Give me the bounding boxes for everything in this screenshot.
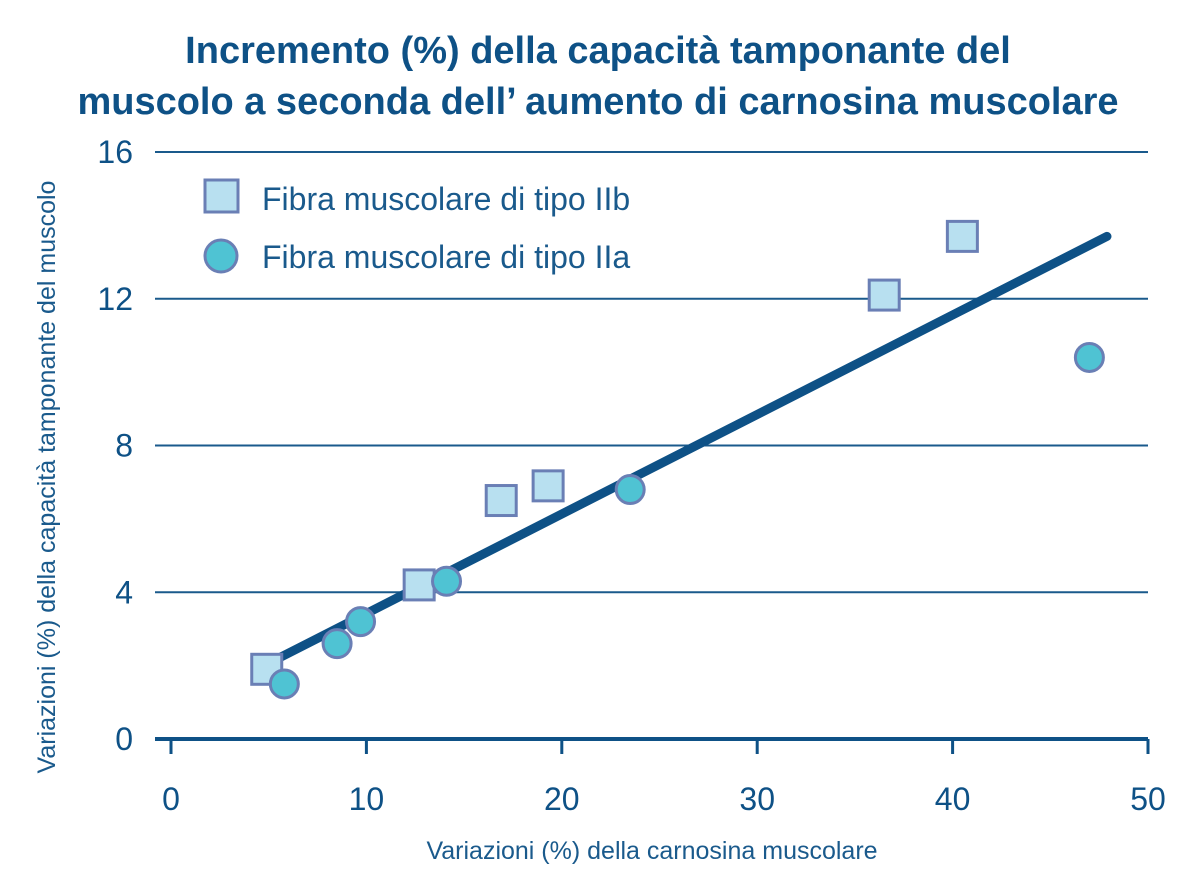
x-tick-label: 0 [162,781,180,817]
x-tick-label: 20 [544,781,580,817]
x-axis-label: Variazioni (%) della carnosina muscolare [426,837,877,865]
data-points [250,219,1105,700]
chart-title-line-2: muscolo a seconda dell’ aumento di carno… [77,81,1118,123]
y-tick-label: 16 [97,134,133,170]
y-tick-label: 4 [115,574,133,610]
legend-circle-marker [203,238,239,274]
point-square-iib [402,568,436,602]
grid-lines [155,151,1148,594]
y-tick-label: 8 [115,428,133,464]
point-circle-iia [614,474,646,506]
point-square-iib [867,278,901,312]
x-tick-label: 40 [935,781,971,817]
legend: Fibra muscolare di tipo IIb Fibra muscol… [203,178,630,275]
y-tick-label: 12 [97,281,133,317]
x-tick-label: 30 [739,781,775,817]
point-circle-iia [345,606,377,638]
x-tick-label: 10 [349,781,385,817]
point-circle-iia [431,565,463,597]
point-circle-iia [268,668,300,700]
point-square-iib [945,219,979,253]
point-square-iib [531,469,565,503]
x-tick-label: 50 [1130,781,1166,817]
point-square-iib [484,484,518,518]
point-circle-iia [321,628,353,660]
chart-title-line-1: Incremento (%) della capacità tamponante… [185,30,1011,72]
legend-square-marker [203,178,240,214]
legend-label-iia: Fibra muscolare di tipo IIa [262,239,630,275]
y-tick-label: 0 [115,721,133,757]
legend-label-iib: Fibra muscolare di tipo IIb [262,181,630,217]
y-axis-label: Variazioni (%) della capacità tamponante… [33,181,61,774]
axes: 0 4 8 12 16 0 10 20 30 40 50 [97,134,1165,817]
point-circle-iia [1073,341,1105,373]
